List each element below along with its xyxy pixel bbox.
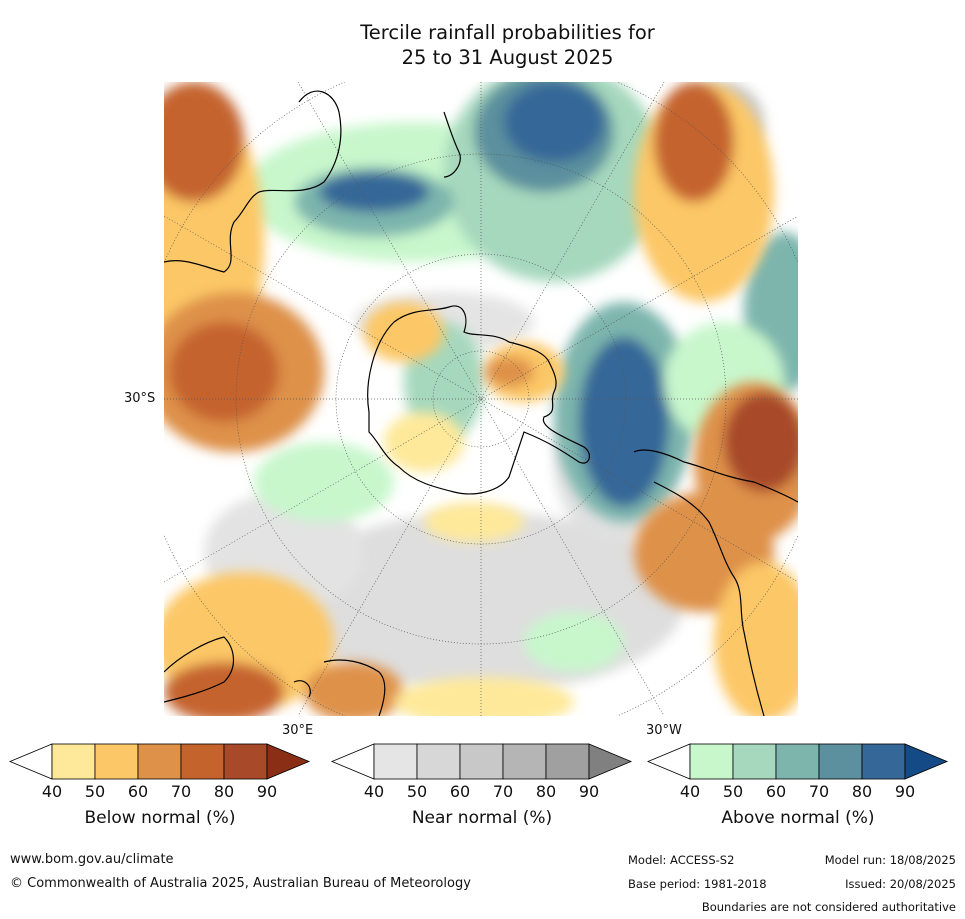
colorbar-segment bbox=[94, 743, 139, 780]
colorbar-title-near: Near normal (%) bbox=[411, 808, 553, 828]
colorbar-title-above: Above normal (%) bbox=[721, 808, 875, 828]
colorbar-right-extend bbox=[588, 743, 633, 780]
colorbar-tick-label: 50 bbox=[85, 782, 105, 801]
colorbar-above-svg: 40 50 60 70 80 90 bbox=[646, 743, 949, 801]
disclaimer-text: Boundaries are not considered authoritat… bbox=[701, 900, 956, 914]
longitude-label-west: 30°W bbox=[646, 723, 682, 738]
colorbar-below-svg: 40 50 60 70 80 90 bbox=[8, 743, 311, 801]
model-run-text: Model run: 18/08/2025 bbox=[824, 853, 956, 867]
colorbar-near-svg: 40 50 60 70 80 90 bbox=[330, 743, 633, 801]
colorbar-tick-label: 40 bbox=[364, 782, 384, 801]
colorbar-tick-label: 80 bbox=[214, 782, 234, 801]
colorbar-segment bbox=[416, 743, 461, 780]
copyright-text: © Commonwealth of Australia 2025, Austra… bbox=[10, 876, 471, 891]
colorbar-near-normal: 40 50 60 70 80 90 bbox=[330, 742, 633, 802]
colorbar-tick-label: 90 bbox=[257, 782, 277, 801]
latitude-label: 30°S bbox=[124, 391, 156, 406]
map-title: Tercile rainfall probabilities for 25 to… bbox=[0, 20, 965, 70]
colorbar-tick-label: 70 bbox=[171, 782, 191, 801]
colorbar-tick-label: 40 bbox=[680, 782, 700, 801]
colorbar-left-extend bbox=[8, 743, 53, 780]
colorbar-tick-label: 60 bbox=[128, 782, 148, 801]
issued-text: Issued: 20/08/2025 bbox=[845, 877, 956, 891]
colorbar-left-extend bbox=[330, 743, 375, 780]
colorbar-tick-label: 50 bbox=[407, 782, 427, 801]
colorbar-left-extend bbox=[646, 743, 691, 780]
colorbar-segment bbox=[223, 743, 268, 780]
colorbar-right-extend bbox=[904, 743, 949, 780]
rainfall-probability-map bbox=[164, 82, 798, 716]
colorbar-tick-label: 80 bbox=[852, 782, 872, 801]
colorbar-tick-label: 70 bbox=[493, 782, 513, 801]
model-text: Model: ACCESS-S2 bbox=[628, 853, 735, 867]
colorbar-segment bbox=[180, 743, 225, 780]
colorbar-tick-label: 80 bbox=[536, 782, 556, 801]
colorbar-above-normal: 40 50 60 70 80 90 bbox=[646, 742, 949, 802]
colorbar-segment bbox=[137, 743, 182, 780]
title-line-1: Tercile rainfall probabilities for bbox=[360, 21, 655, 44]
colorbar-segment bbox=[818, 743, 863, 780]
colorbar-segment bbox=[545, 743, 590, 780]
colorbar-tick-label: 60 bbox=[450, 782, 470, 801]
website-text: www.bom.gov.au/climate bbox=[10, 852, 174, 867]
colorbar-tick-label: 50 bbox=[723, 782, 743, 801]
colorbar-tick-label: 70 bbox=[809, 782, 829, 801]
colorbar-tick-label: 40 bbox=[42, 782, 62, 801]
map-svg bbox=[164, 82, 798, 716]
title-line-2: 25 to 31 August 2025 bbox=[401, 46, 614, 69]
colorbar-segment bbox=[51, 743, 96, 780]
colorbar-segment bbox=[689, 743, 734, 780]
colorbar-tick-label: 60 bbox=[766, 782, 786, 801]
colorbar-segment bbox=[775, 743, 820, 780]
colorbar-tick-label: 90 bbox=[579, 782, 599, 801]
colorbar-below-normal: 40 50 60 70 80 90 bbox=[8, 742, 311, 802]
graticule bbox=[164, 82, 798, 716]
base-period-text: Base period: 1981-2018 bbox=[628, 877, 767, 891]
colorbar-segment bbox=[861, 743, 906, 780]
coastlines bbox=[164, 90, 798, 716]
longitude-label-east: 30°E bbox=[282, 723, 314, 738]
colorbar-segment bbox=[732, 743, 777, 780]
colorbar-segment bbox=[502, 743, 547, 780]
colorbar-right-extend bbox=[266, 743, 311, 780]
colorbar-segment bbox=[373, 743, 418, 780]
below-normal-regions bbox=[164, 82, 798, 716]
colorbar-segment bbox=[459, 743, 504, 780]
above-normal-regions bbox=[244, 82, 798, 672]
colorbar-tick-label: 90 bbox=[895, 782, 915, 801]
colorbar-title-below: Below normal (%) bbox=[84, 808, 236, 828]
